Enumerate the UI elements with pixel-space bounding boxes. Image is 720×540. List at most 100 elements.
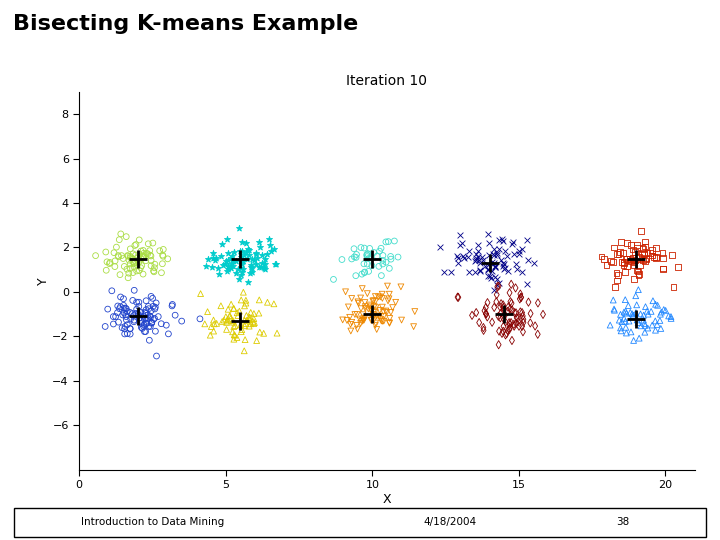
Point (351, 253, 362, 262)
Point (130, 309, 142, 318)
Point (477, 256, 489, 265)
Point (355, 319, 366, 328)
Point (139, 327, 150, 336)
Point (218, 316, 230, 325)
Point (110, 312, 122, 321)
Point (370, 319, 382, 327)
Point (246, 263, 257, 272)
Point (251, 248, 262, 257)
Point (621, 254, 633, 263)
Point (366, 307, 377, 315)
Point (235, 327, 247, 336)
Point (113, 318, 125, 327)
Point (269, 260, 281, 268)
Point (349, 310, 361, 319)
Point (362, 249, 374, 258)
Point (127, 255, 139, 264)
Point (236, 259, 248, 268)
Point (506, 240, 518, 248)
Point (114, 293, 126, 301)
Point (508, 320, 520, 329)
Point (229, 331, 240, 340)
Point (480, 309, 492, 318)
Point (409, 307, 420, 316)
Point (616, 258, 627, 266)
Point (258, 329, 269, 338)
Point (120, 303, 131, 312)
Point (641, 254, 652, 263)
Point (149, 260, 161, 268)
Point (118, 304, 130, 313)
Point (608, 258, 619, 267)
Point (115, 230, 127, 238)
Point (138, 312, 149, 321)
Point (628, 336, 639, 345)
Point (488, 244, 500, 253)
Point (341, 316, 353, 325)
Point (516, 293, 527, 302)
Point (241, 316, 253, 325)
Point (510, 319, 522, 328)
Point (472, 241, 484, 250)
Point (233, 275, 244, 284)
Point (140, 309, 152, 318)
Point (126, 254, 138, 262)
Point (207, 262, 218, 271)
Point (382, 296, 394, 305)
Point (470, 250, 482, 259)
Point (649, 326, 661, 335)
Point (463, 246, 474, 255)
Point (649, 316, 661, 325)
Point (627, 253, 639, 262)
Point (502, 307, 513, 316)
Point (246, 264, 258, 272)
Point (143, 336, 155, 345)
Point (148, 302, 159, 310)
Point (145, 292, 157, 301)
Point (523, 256, 534, 265)
X-axis label: X: X (383, 493, 391, 506)
Point (135, 308, 146, 317)
Point (125, 308, 136, 317)
Point (361, 252, 373, 261)
Point (624, 308, 636, 316)
Point (251, 336, 262, 345)
Point (472, 253, 484, 262)
Point (365, 306, 377, 314)
Point (639, 242, 651, 251)
Point (370, 303, 382, 312)
Point (227, 256, 238, 265)
Point (202, 255, 213, 264)
Point (145, 261, 157, 270)
Point (119, 325, 130, 333)
Point (120, 312, 132, 321)
Point (380, 258, 392, 267)
Point (506, 306, 518, 315)
Point (367, 310, 379, 319)
Point (646, 251, 657, 260)
Point (154, 246, 166, 255)
Point (359, 302, 371, 311)
Point (505, 305, 516, 313)
Point (143, 302, 154, 310)
Point (166, 301, 178, 310)
Point (493, 235, 505, 244)
Point (354, 316, 366, 325)
Point (112, 251, 124, 260)
Point (620, 307, 631, 315)
Point (656, 308, 667, 316)
Point (140, 296, 152, 305)
Point (479, 306, 490, 315)
Point (498, 322, 509, 330)
Point (627, 311, 639, 320)
Point (225, 314, 236, 323)
Point (639, 328, 651, 336)
Point (142, 249, 153, 258)
Point (369, 321, 381, 329)
Point (487, 267, 498, 276)
Point (625, 241, 636, 249)
Point (636, 254, 647, 262)
Point (642, 310, 654, 319)
Point (363, 305, 374, 313)
Point (491, 281, 503, 289)
